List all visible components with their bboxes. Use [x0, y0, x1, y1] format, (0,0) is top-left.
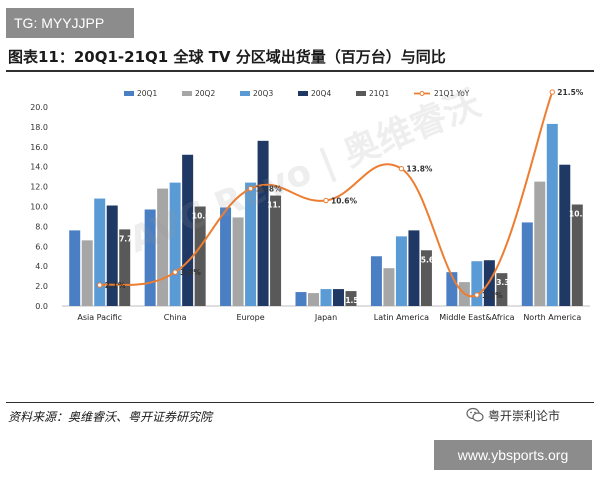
x-category-label: North America	[523, 313, 581, 322]
bar-20q1	[69, 230, 81, 306]
legend-label: 20Q4	[311, 89, 331, 98]
bar-20q3	[471, 261, 483, 306]
x-category-label: Middle East&Africa	[439, 313, 514, 322]
yoy-data-label: 1.1%	[482, 291, 503, 300]
yoy-point	[323, 197, 329, 204]
y-tick-label: 20.0	[30, 103, 48, 112]
bar-data-label: 10.2	[569, 210, 588, 219]
bar-21q1	[571, 204, 583, 306]
yoy-point	[97, 282, 103, 288]
yoy-data-label: 10.6%	[331, 197, 358, 206]
legend-marker	[419, 91, 425, 96]
bar-20q1	[521, 222, 533, 306]
yoy-data-label: 3.4%	[180, 268, 201, 277]
bar-20q1	[446, 272, 458, 306]
bar-21q1	[496, 273, 508, 306]
yoy-data-label: 13.8%	[406, 165, 433, 174]
bar-20q3	[169, 182, 181, 306]
bar-21q1	[270, 195, 282, 306]
bar-20q4	[106, 205, 118, 306]
x-category-label: Europe	[237, 313, 265, 322]
yoy-point	[549, 89, 555, 95]
bar-20q2	[232, 217, 244, 306]
bar-data-label: 1.5	[345, 296, 358, 305]
yoy-point	[474, 292, 480, 298]
bar-data-label: 5.6	[421, 255, 434, 264]
yoy-data-label: 11.8%	[256, 185, 283, 194]
bar-data-label: 10.0	[192, 212, 211, 221]
x-category-label: Japan	[314, 313, 337, 322]
chart: 20Q1 20Q2 20Q3 20Q4 21Q1 21Q1 YoY 0.0 2.0 4.0 6.…	[30, 88, 590, 322]
bar-20q3	[94, 198, 106, 306]
legend-label: 20Q1	[137, 89, 157, 98]
bar-20q2	[308, 293, 319, 306]
y-tick-label: 18.0	[30, 123, 48, 132]
bar-20q3	[245, 182, 257, 306]
bar-20q4	[182, 154, 194, 306]
bar-20q2	[81, 240, 93, 306]
x-category-label: Asia Pacific	[77, 313, 122, 322]
x-category-label: Latin America	[374, 313, 429, 322]
y-tick-label: 6.0	[35, 242, 48, 251]
bar-21q1	[345, 291, 357, 306]
wechat-account: 粤开崇利论市	[466, 404, 560, 426]
legend-label: 21Q1	[369, 89, 389, 98]
yoy-data-label: 21.5%	[557, 88, 584, 97]
bar-20q1	[295, 292, 307, 306]
yoy-line-path	[99, 91, 554, 298]
bar-20q1	[144, 209, 156, 306]
bar-20q4	[408, 230, 420, 306]
legend-label: 20Q3	[253, 89, 273, 98]
bar-20q3	[320, 289, 332, 306]
bar-data-label: 3.3	[496, 278, 509, 287]
yoy-point	[247, 185, 254, 192]
bar-20q3	[395, 236, 407, 306]
bar-21q1	[194, 206, 206, 306]
legend-swatch	[124, 91, 134, 96]
legend-swatch	[240, 91, 250, 96]
y-tick-label: 0.0	[35, 302, 48, 311]
legend-label: 21Q1 YoY	[434, 89, 470, 98]
source-rule	[6, 402, 594, 403]
legend-swatch	[356, 91, 366, 96]
bar-20q4	[257, 140, 269, 306]
legend: 20Q1 20Q2 20Q3 20Q4 21Q1 21Q1 YoY	[124, 89, 470, 98]
x-category-label: China	[164, 313, 187, 322]
wechat-account-name: 粤开崇利论市	[488, 408, 561, 423]
y-tick-label: 16.0	[30, 143, 48, 152]
title-rule	[6, 70, 594, 72]
yoy-point	[398, 165, 405, 172]
y-tick-label: 2.0	[35, 282, 48, 291]
bars: 7.7 10.0 11.1 1.5 5.6 3.3 10.2	[69, 123, 588, 306]
y-tick-label: 14.0	[30, 163, 48, 172]
legend-label: 20Q2	[195, 89, 215, 98]
bar-20q1	[220, 207, 232, 306]
bar-21q1	[420, 250, 432, 306]
x-axis: Asia Pacific China Europe Japan Latin Americ…	[77, 313, 581, 322]
yoy-point	[172, 269, 178, 275]
y-tick-label: 8.0	[35, 222, 48, 231]
y-tick-label: 4.0	[35, 262, 48, 271]
bar-20q4	[559, 164, 571, 306]
bar-20q2	[157, 188, 169, 306]
tag-label: TG: MYYJJPP	[6, 8, 134, 38]
bar-20q2	[534, 181, 546, 306]
y-tick-label: 10.0	[30, 203, 48, 212]
bar-20q2	[383, 268, 395, 306]
bar-20q4	[333, 289, 344, 306]
bar-data-label: 7.7	[119, 234, 132, 243]
y-tick-label: 12.0	[30, 183, 48, 192]
bar-data-label: 11.1	[267, 201, 286, 210]
website-badge[interactable]: www.ybsports.org	[434, 440, 592, 470]
bar-20q1	[370, 256, 382, 306]
legend-swatch	[182, 91, 192, 96]
figure-title: 图表11：20Q1-21Q1 全球 TV 分区域出货量（百万台）与同比	[8, 48, 446, 66]
yoy-line: 2.1% 3.4% 11.8% 10.6% 13.8% 1.1% 21.5%	[97, 88, 584, 300]
yoy-data-label: 2.1%	[105, 281, 126, 290]
bar-21q1	[119, 229, 131, 306]
source-note: 资料来源：奥维睿沃、粤开证券研究院	[8, 410, 213, 424]
wechat-icon	[466, 407, 484, 422]
bar-20q3	[546, 123, 558, 306]
legend-swatch	[298, 91, 308, 96]
